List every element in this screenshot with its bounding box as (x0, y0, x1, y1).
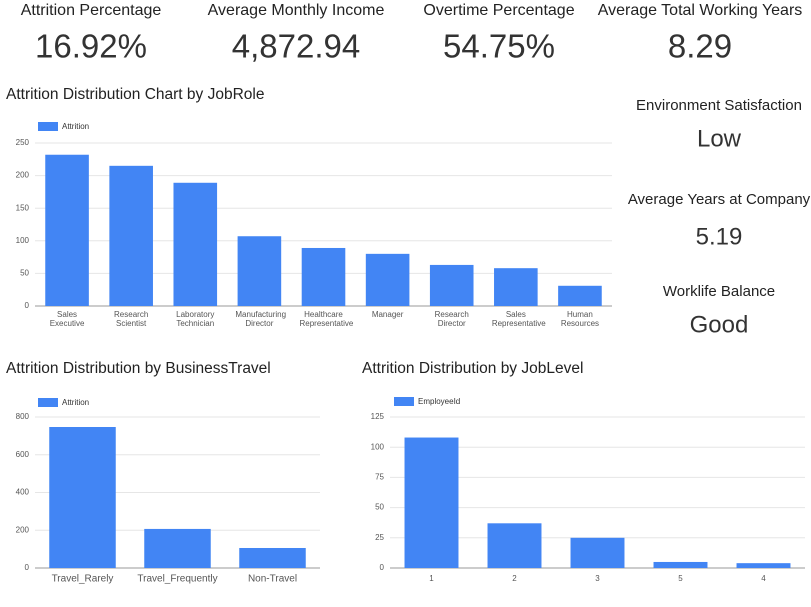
bar (301, 247, 346, 306)
side-kpi-value: Low (697, 125, 742, 152)
bar (144, 528, 211, 568)
x-tick-label: Research Scientist (114, 310, 149, 328)
x-tick-label-box: Healthcare Representative (299, 310, 354, 328)
chart-title: Attrition Distribution by JobLevel (362, 360, 583, 377)
x-tick-label: Non-Travel (248, 574, 297, 585)
legend-label: Attrition (62, 398, 89, 407)
y-tick-label: 25 (375, 533, 384, 542)
x-tick-label-box: Research Director (434, 310, 469, 328)
y-tick-label: 50 (20, 269, 29, 278)
bar (404, 437, 459, 568)
legend-label: Attrition (62, 122, 89, 131)
y-tick-label: 150 (16, 203, 30, 212)
y-tick-label: 600 (16, 450, 30, 459)
legend-label: EmployeeId (418, 397, 460, 406)
y-tick-label: 0 (25, 563, 30, 572)
x-tick-label-box: Human Resources (560, 310, 600, 328)
x-tick-label-box: Laboratory Technician (176, 310, 215, 328)
x-tick-label: 3 (595, 574, 600, 583)
bar (429, 264, 474, 306)
x-tick-label: Travel_Frequently (137, 574, 217, 585)
y-tick-label: 75 (375, 473, 384, 482)
x-tick-label: Healthcare Representative (299, 310, 354, 328)
legend-swatch (38, 122, 58, 131)
bar (653, 561, 708, 568)
chart-title: Attrition Distribution Chart by JobRole (6, 86, 264, 103)
x-tick-label: Laboratory Technician (176, 310, 215, 328)
x-tick-label: 4 (761, 574, 766, 583)
bar (49, 427, 116, 568)
bar (237, 236, 282, 306)
x-tick-label-box: Research Scientist (114, 310, 149, 328)
y-tick-label: 0 (25, 301, 30, 310)
bar (173, 182, 218, 306)
kpi-label: Average Monthly Income (208, 2, 385, 19)
x-tick-label-box: Manufacturing Director (235, 310, 287, 328)
x-tick-label: Travel_Rarely (52, 574, 114, 585)
kpi-label: Average Total Working Years (598, 2, 803, 19)
y-tick-label: 250 (16, 138, 30, 147)
side-kpi-label: Worklife Balance (663, 283, 775, 300)
x-tick-label: Research Director (434, 310, 469, 328)
bar (239, 547, 306, 568)
x-tick-label: Manufacturing Director (235, 310, 287, 328)
y-tick-label: 200 (16, 525, 30, 534)
legend-swatch (38, 398, 58, 407)
x-tick-label: Human Resources (560, 310, 600, 328)
bar (109, 165, 153, 306)
x-tick-label: 5 (678, 574, 683, 583)
y-tick-label: 400 (16, 488, 30, 497)
x-tick-label: Sales Executive (49, 310, 85, 328)
kpi-value: 8.29 (668, 28, 732, 65)
x-tick-label: 2 (512, 574, 517, 583)
y-tick-label: 125 (371, 412, 385, 421)
kpi-label: Overtime Percentage (423, 2, 574, 19)
y-tick-label: 100 (16, 236, 30, 245)
side-kpi-label: Environment Satisfaction (636, 97, 802, 114)
kpi-label: Attrition Percentage (21, 2, 162, 19)
y-tick-label: 200 (16, 171, 30, 180)
y-tick-label: 800 (16, 412, 30, 421)
x-tick-label-box: Sales Representative (491, 310, 546, 328)
bar (736, 563, 791, 568)
side-kpi-value: 5.19 (696, 223, 743, 250)
kpi-value: 4,872.94 (232, 28, 360, 65)
bar (365, 253, 410, 306)
y-tick-label: 0 (380, 563, 385, 572)
x-tick-label: 1 (429, 574, 434, 583)
bar (494, 268, 538, 306)
x-tick-label: Sales Representative (491, 310, 546, 328)
bar (558, 285, 602, 306)
bar (487, 523, 542, 568)
y-tick-label: 50 (375, 503, 384, 512)
chart-title: Attrition Distribution by BusinessTravel (6, 360, 271, 377)
x-tick-label: Manager (371, 310, 404, 319)
kpi-value: 54.75% (443, 28, 555, 65)
legend-swatch (394, 397, 414, 406)
y-tick-label: 100 (371, 442, 385, 451)
side-kpi-label: Average Years at Company (628, 191, 811, 208)
x-tick-label-box: Sales Executive (49, 310, 85, 328)
bar (45, 154, 89, 306)
kpi-value: 16.92% (35, 28, 147, 65)
side-kpi-value: Good (690, 311, 749, 338)
bar (570, 537, 625, 568)
x-tick-label-box: Manager (371, 310, 404, 319)
